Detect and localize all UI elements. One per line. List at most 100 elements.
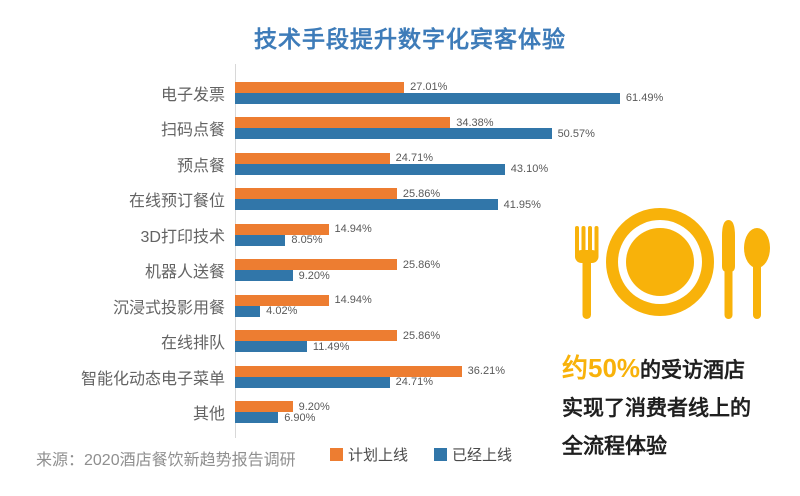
category-label: 机器人送餐 bbox=[144, 264, 225, 282]
callout-text: 约50%的受访酒店 实现了消费者线上的 全流程体验 bbox=[562, 349, 797, 466]
bar-line: 25.86% bbox=[235, 187, 541, 200]
planned-bar bbox=[235, 152, 390, 164]
fork-icon bbox=[575, 226, 599, 319]
bar-line: 61.49% bbox=[235, 92, 664, 105]
bar-line: 27.01% bbox=[235, 81, 663, 94]
launched-bar bbox=[235, 270, 293, 282]
value-label: 9.20% bbox=[298, 400, 330, 413]
value-label: 14.94% bbox=[334, 223, 372, 236]
category-label: 电子发票 bbox=[160, 86, 225, 104]
category-label: 其他 bbox=[192, 406, 225, 424]
knife-icon bbox=[722, 220, 735, 319]
planned-bar bbox=[235, 330, 397, 342]
launched-bar bbox=[235, 341, 307, 353]
value-label: 6.90% bbox=[284, 411, 316, 424]
value-label: 50.57% bbox=[557, 127, 595, 140]
bar-line: 24.71% bbox=[235, 376, 505, 389]
bar-group: 27.01% 61.49% bbox=[235, 81, 664, 105]
plate-icon bbox=[606, 208, 714, 316]
launched-bar bbox=[235, 412, 279, 424]
bar-row: 扫码点餐 34.38% 50.57% bbox=[40, 111, 685, 147]
value-label: 27.01% bbox=[410, 81, 448, 94]
legend-item-launched: 已经上线 bbox=[434, 444, 512, 465]
planned-bar bbox=[235, 294, 329, 306]
category-label: 智能化动态电子菜单 bbox=[80, 370, 225, 388]
bar-line: 25.86% bbox=[235, 258, 441, 271]
category-label: 预点餐 bbox=[176, 157, 225, 175]
value-label: 25.86% bbox=[402, 329, 441, 342]
value-label: 24.71% bbox=[395, 376, 433, 389]
callout-line-3: 全流程体验 bbox=[562, 435, 667, 458]
value-label: 9.20% bbox=[298, 269, 330, 282]
bar-group: 25.86% 9.20% bbox=[235, 258, 441, 282]
planned-bar bbox=[235, 188, 397, 200]
launched-bar bbox=[235, 92, 620, 104]
planned-bar bbox=[235, 81, 405, 93]
bar-line: 6.90% bbox=[235, 411, 330, 424]
value-label: 41.95% bbox=[503, 198, 541, 211]
launched-bar bbox=[235, 128, 552, 140]
launched-bar bbox=[235, 199, 498, 211]
bar-row: 电子发票 27.01% 61.49% bbox=[40, 75, 685, 111]
legend-swatch-planned bbox=[330, 448, 343, 461]
bar-line: 34.38% bbox=[235, 116, 595, 129]
category-label: 3D打印技术 bbox=[140, 228, 225, 246]
bar-group: 36.21% 24.71% bbox=[235, 365, 505, 389]
value-label: 4.02% bbox=[266, 305, 298, 318]
spoon-icon bbox=[744, 228, 770, 319]
bar-group: 25.86% 11.49% bbox=[235, 329, 441, 353]
value-label: 8.05% bbox=[291, 234, 323, 247]
value-label: 61.49% bbox=[625, 92, 664, 105]
value-label: 25.86% bbox=[402, 258, 441, 271]
bar-row: 在线预订餐位 25.86% 41.95% bbox=[40, 182, 685, 218]
bar-line: 36.21% bbox=[235, 365, 505, 378]
legend-label: 计划上线 bbox=[348, 447, 409, 464]
bar-line: 41.95% bbox=[235, 198, 541, 211]
bar-row: 机器人送餐 25.86% 9.20% bbox=[40, 253, 685, 289]
callout-line-2: 实现了消费者线上的 bbox=[562, 397, 751, 420]
bar-group: 14.94% 8.05% bbox=[235, 223, 372, 247]
place-setting-icon bbox=[575, 208, 770, 319]
launched-bar bbox=[235, 376, 390, 388]
launched-bar bbox=[235, 234, 286, 246]
bar-row: 其他 9.20% 6.90% bbox=[40, 395, 685, 431]
value-label: 36.21% bbox=[467, 365, 505, 378]
value-label: 34.38% bbox=[456, 116, 494, 129]
launched-bar bbox=[235, 163, 505, 175]
value-label: 43.10% bbox=[510, 163, 549, 176]
bar-line: 8.05% bbox=[235, 234, 372, 247]
bar-line: 9.20% bbox=[235, 269, 440, 282]
planned-bar bbox=[235, 365, 462, 377]
source-note: 来源：2020酒店餐饮新趋势报告调研 bbox=[36, 452, 296, 469]
bar-line: 50.57% bbox=[235, 127, 595, 140]
value-label: 24.71% bbox=[395, 152, 433, 165]
bar-line: 4.02% bbox=[235, 305, 372, 318]
chart-axis-line bbox=[235, 64, 236, 438]
callout-highlight: 约50% bbox=[562, 353, 641, 383]
bar-row: 沉浸式投影用餐 14.94% 4.02% bbox=[40, 288, 685, 324]
category-label: 沉浸式投影用餐 bbox=[112, 299, 225, 317]
planned-bar bbox=[235, 223, 329, 235]
bar-group: 9.20% 6.90% bbox=[235, 400, 330, 424]
value-label: 14.94% bbox=[334, 294, 372, 307]
bar-line: 9.20% bbox=[235, 400, 330, 413]
launched-bar bbox=[235, 305, 261, 317]
planned-bar bbox=[235, 401, 293, 413]
bar-row: 智能化动态电子菜单 36.21% 24.71% bbox=[40, 359, 685, 395]
value-label: 25.86% bbox=[402, 187, 441, 200]
bar-group: 14.94% 4.02% bbox=[235, 294, 372, 318]
planned-bar bbox=[235, 117, 451, 129]
bar-line: 24.71% bbox=[235, 152, 548, 165]
legend-item-planned: 计划上线 bbox=[330, 444, 408, 465]
callout-line-1: 约50%的受访酒店 bbox=[562, 349, 797, 390]
bar-line: 25.86% bbox=[235, 329, 441, 342]
category-label: 扫码点餐 bbox=[160, 122, 225, 140]
bar-line: 11.49% bbox=[235, 340, 440, 353]
bar-line: 14.94% bbox=[235, 294, 372, 307]
bar-group: 25.86% 41.95% bbox=[235, 187, 541, 211]
value-label: 11.49% bbox=[312, 340, 350, 353]
bar-group: 34.38% 50.57% bbox=[235, 116, 595, 140]
bar-row: 在线排队 25.86% 11.49% bbox=[40, 324, 685, 360]
legend-label: 已经上线 bbox=[452, 447, 513, 464]
